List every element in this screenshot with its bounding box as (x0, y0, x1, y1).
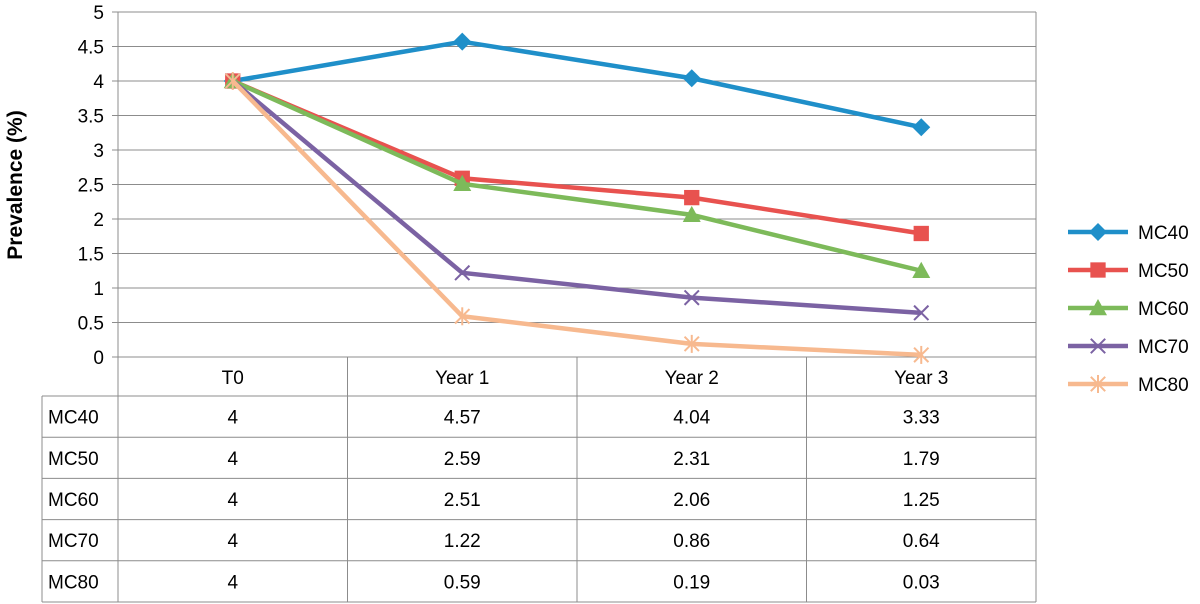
data-table: T0 Year 1 Year 2 Year 3 MC40 4 4.57 4.04 3.33 MC5… (41, 357, 1037, 603)
legend-item-MC40: MC40 (1068, 223, 1189, 244)
y-tick-label: 0 (93, 348, 104, 369)
legend-label: MC40 (1138, 223, 1189, 244)
table-cell: 4 (227, 572, 238, 593)
legend-label: MC50 (1138, 261, 1189, 282)
table-cell: 0.64 (903, 531, 940, 552)
table-row-label: MC80 (48, 572, 99, 593)
table-row-label: MC60 (48, 490, 99, 511)
y-tick-label: 1.5 (78, 245, 104, 266)
point-MC80-0 (224, 72, 241, 90)
table-cell: 2.31 (673, 449, 710, 470)
line-MC40 (232, 39, 922, 130)
legend-item-MC80: MC80 (1068, 375, 1189, 396)
table-cell: 4 (227, 531, 238, 552)
series-MC80 (224, 72, 930, 364)
series-MC50 (225, 73, 929, 242)
table-cell: 4 (227, 490, 238, 511)
table-cell: 1.25 (903, 490, 940, 511)
series-lines (223, 32, 931, 364)
legend-item-MC50: MC50 (1068, 261, 1189, 282)
y-tick-label: 0.5 (78, 314, 104, 335)
point-MC70-2-stroke-b (683, 289, 700, 306)
line-MC70 (231, 79, 922, 316)
y-tick-label: 3.5 (78, 107, 104, 128)
category-label: Year 2 (665, 368, 719, 389)
line-MC50 (231, 78, 922, 236)
table-cell: 2.59 (444, 449, 481, 470)
legend-marker-MC50 (1090, 262, 1106, 278)
series-MC60 (223, 72, 931, 278)
category-label: T0 (222, 368, 244, 389)
point-MC50-2 (684, 189, 700, 206)
legend: MC40 MC50 MC60 MC70 MC80 (1068, 223, 1189, 396)
y-tick-label: 4.5 (78, 38, 104, 59)
point-MC40-2 (682, 69, 701, 88)
point-MC80-3 (913, 345, 930, 364)
legend-label: MC80 (1138, 375, 1189, 396)
table-row-label: MC70 (48, 531, 99, 552)
table-cell: 4 (227, 449, 238, 470)
point-MC60-3 (912, 261, 931, 278)
table-cell: 2.51 (444, 490, 481, 511)
table-cell: 4 (227, 408, 238, 429)
y-axis-label: Prevalence (%) (4, 110, 27, 259)
table-row-label: MC40 (48, 408, 99, 429)
point-MC70-1-stroke-b (454, 264, 471, 281)
y-tick-label: 4 (93, 72, 104, 93)
point-MC80-1 (454, 307, 471, 326)
point-MC80-2 (683, 334, 700, 353)
y-tick-label: 1 (93, 279, 104, 300)
point-MC60-2 (682, 205, 701, 223)
y-tick-label: 2.5 (78, 176, 104, 197)
table-cell: 3.33 (903, 408, 940, 429)
legend-label: MC60 (1138, 299, 1189, 320)
table-cell: 0.03 (903, 572, 940, 593)
line-MC60 (231, 78, 922, 273)
table-cell: 1.22 (444, 531, 481, 552)
table-cell: 4.04 (673, 408, 710, 429)
y-tick-label: 5 (93, 3, 104, 24)
legend-marker-MC70 (1090, 338, 1106, 354)
table-cell: 4.57 (444, 408, 481, 429)
point-MC50-3 (913, 225, 929, 242)
y-tick-label: 3 (93, 141, 104, 162)
category-label: Year 1 (435, 368, 489, 389)
point-MC40-3 (912, 118, 931, 137)
legend-marker-MC60 (1089, 299, 1107, 316)
table-cell: 2.06 (673, 490, 710, 511)
point-MC60-1 (453, 174, 472, 192)
point-MC70-1 (454, 264, 471, 281)
legend-marker-MC70-stroke-b (1090, 338, 1106, 354)
table-cell: 0.59 (444, 572, 481, 593)
point-MC40-1 (453, 32, 472, 51)
table-cell: 0.86 (673, 531, 710, 552)
legend-item-MC70: MC70 (1068, 337, 1189, 358)
legend-marker-MC40 (1089, 223, 1107, 241)
table-cell: 0.19 (673, 572, 710, 593)
gridlines (118, 11, 1036, 358)
line-MC80 (231, 79, 922, 358)
table-cell: 1.79 (903, 449, 940, 470)
series-MC70 (224, 73, 930, 321)
legend-item-MC60: MC60 (1068, 299, 1189, 320)
table-row-label: MC50 (48, 449, 99, 470)
point-MC70-2 (683, 289, 700, 306)
legend-label: MC70 (1138, 337, 1189, 358)
legend-marker-MC80 (1090, 375, 1106, 393)
point-MC70-3-stroke-b (913, 304, 930, 321)
y-axis: 0 0.5 1 1.5 2 2.5 3 3.5 4 4.5 5 (78, 3, 1037, 369)
category-label: Year 3 (894, 368, 948, 389)
y-tick-label: 2 (93, 210, 104, 231)
point-MC70-3 (913, 304, 930, 321)
